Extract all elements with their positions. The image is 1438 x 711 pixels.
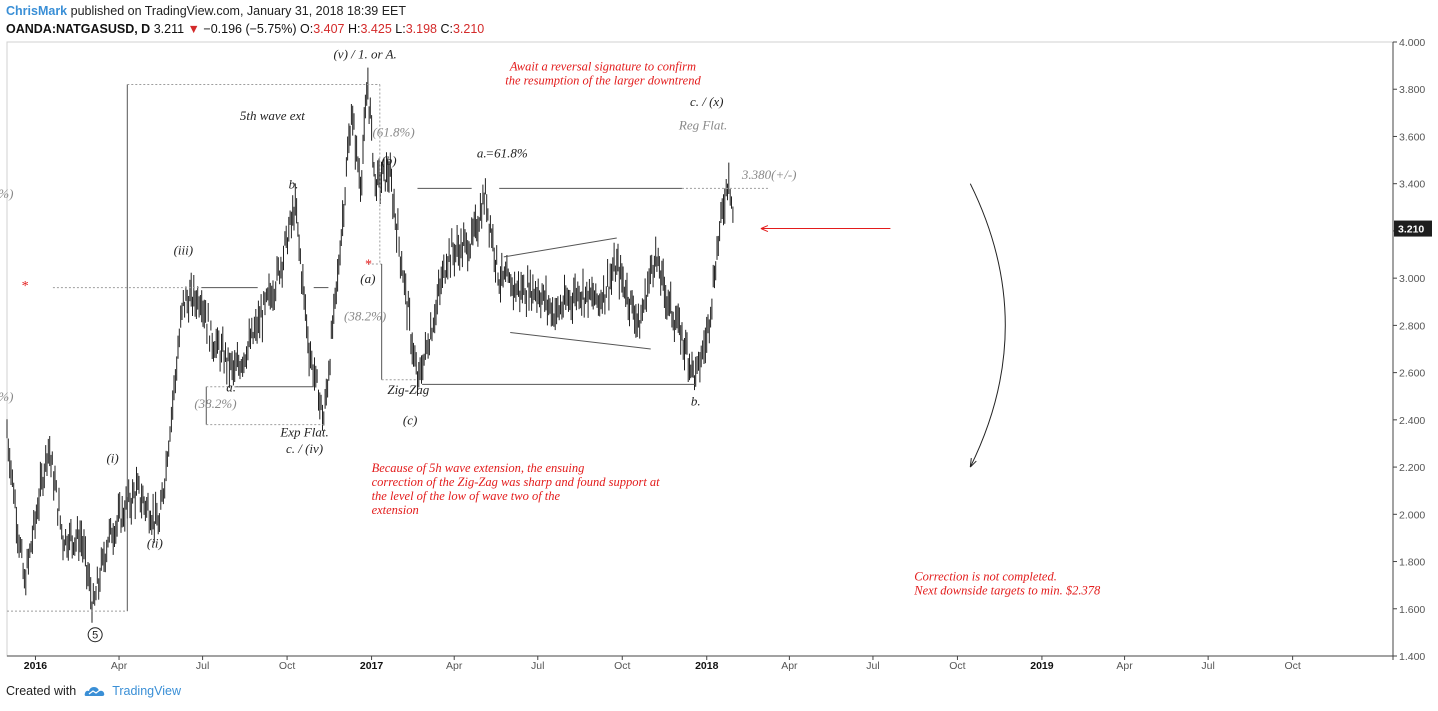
wave-label: c. / (x)	[690, 94, 724, 109]
low-label: L:	[395, 22, 406, 36]
tradingview-logo-icon	[84, 685, 106, 697]
wave-label: 5th wave ext	[240, 108, 305, 123]
x-tick-label: Apr	[1116, 660, 1133, 672]
published-text: published on TradingView.com, January 31…	[70, 4, 407, 18]
y-tick-label: 4.000	[1399, 37, 1425, 49]
ohlc-bars	[6, 67, 734, 623]
open-label: O:	[300, 22, 314, 36]
down-arrow-icon: ▼	[187, 22, 200, 36]
wave-label: Reg Flat.	[678, 117, 727, 132]
y-tick-label: 2.400	[1399, 415, 1425, 427]
wave-label: (ii)	[147, 535, 163, 550]
x-tick-label: Apr	[781, 660, 798, 672]
note-line: the level of the low of wave two of the	[372, 489, 561, 503]
wave-label: (38.2%)	[344, 309, 386, 324]
note-line: the resumption of the larger downtrend	[505, 73, 701, 87]
x-tick-label: Apr	[111, 660, 128, 672]
wave-label: Zig-Zag	[387, 382, 429, 397]
x-tick-label: 2017	[360, 660, 384, 672]
last-price-label: 3.210	[1398, 224, 1424, 236]
footer: Created with TradingView	[6, 684, 181, 698]
y-tick-label: 1.600	[1399, 604, 1425, 616]
curved-arrow	[969, 183, 1006, 468]
wave-label: =61.8%	[485, 146, 528, 161]
wave-label: 3.380(+/-)	[741, 167, 797, 182]
note-line: extension	[372, 503, 419, 517]
x-tick-label: 2016	[24, 660, 48, 672]
y-tick-label: 3.800	[1399, 84, 1425, 96]
wave-label: *	[364, 258, 371, 273]
wave-label: Exp Flat.	[279, 424, 328, 439]
wave-label: (v) / 1. or A.	[333, 47, 396, 62]
high-label: H:	[347, 22, 361, 36]
symbol-legend: OANDA:NATGASUSD, D 3.211 ▼ −0.196 (−5.75…	[6, 21, 484, 38]
y-tick-label: 3.400	[1399, 179, 1425, 191]
tradingview-link[interactable]: TradingView	[112, 684, 181, 698]
wave-label: b.	[289, 176, 299, 191]
wave-5-label: 5	[92, 630, 98, 642]
close-label: C:	[440, 22, 453, 36]
note-line: Await a reversal signature to confirm	[509, 59, 696, 73]
last-price-label-bg	[1394, 220, 1432, 237]
note-line: Correction is not completed.	[914, 569, 1057, 583]
x-tick-label: Jul	[1201, 660, 1214, 672]
y-tick-label: 3.600	[1399, 131, 1425, 143]
red-arrow-head	[760, 225, 769, 233]
wave-label: (b)	[381, 153, 396, 168]
curved-arrow-head	[969, 458, 977, 468]
y-tick-label: 2.200	[1399, 462, 1425, 474]
high-value: 3.425	[360, 22, 392, 36]
wave-label: (38.2%)	[0, 186, 13, 201]
price-change: −0.196 (−5.75%)	[203, 22, 297, 36]
wave-label: (c)	[403, 413, 417, 428]
x-tick-label: Oct	[949, 660, 965, 672]
x-tick-label: Jul	[866, 660, 879, 672]
x-tick-label: Oct	[1284, 660, 1300, 672]
wave-label: (i)	[106, 450, 118, 465]
y-tick-label: 3.000	[1399, 273, 1425, 285]
wave-label: (61.8%)	[372, 124, 414, 139]
note-line: correction of the Zig-Zag was sharp and …	[372, 475, 661, 489]
wave-5-circle	[87, 627, 103, 643]
publish-info: ChrisMark published on TradingView.com, …	[6, 3, 406, 20]
open-value: 3.407	[313, 22, 345, 36]
low-value: 3.198	[405, 22, 437, 36]
wave-label: (38.2%)	[194, 396, 236, 411]
symbol-name[interactable]: OANDA:NATGASUSD, D	[6, 22, 151, 36]
wave-label: b.	[691, 394, 701, 409]
triangle-upper	[503, 237, 617, 258]
x-tick-label: Oct	[614, 660, 630, 672]
wave-label: c. / (iv)	[286, 441, 323, 456]
x-tick-label: Apr	[446, 660, 463, 672]
last-price: 3.211	[153, 22, 185, 36]
y-tick-label: 2.600	[1399, 368, 1425, 380]
x-tick-label: Jul	[196, 660, 209, 672]
y-tick-label: 2.000	[1399, 509, 1425, 521]
triangle-lower	[510, 331, 651, 350]
note-line: Because of 5h wave extension, the ensuin…	[372, 461, 585, 475]
author-link[interactable]: ChrisMark	[6, 4, 68, 18]
wave-label: a.	[226, 380, 236, 395]
x-tick-label: 2019	[1030, 660, 1054, 672]
created-with-text: Created with	[6, 684, 77, 698]
wave-label: *	[21, 279, 28, 294]
wave-label: (61.8%)	[0, 389, 13, 404]
y-tick-label: 2.800	[1399, 320, 1425, 332]
x-tick-label: Jul	[531, 660, 544, 672]
wave-label: a.	[477, 146, 487, 161]
y-tick-label: 1.400	[1399, 651, 1425, 663]
wave-label: (iii)	[174, 243, 194, 258]
x-tick-label: 2018	[695, 660, 719, 672]
y-tick-label: 1.800	[1399, 557, 1425, 569]
close-value: 3.210	[452, 22, 485, 36]
wave-label: (a)	[360, 271, 375, 286]
note-line: Next downside targets to min. $2.378	[913, 583, 1101, 597]
x-tick-label: Oct	[279, 660, 295, 672]
